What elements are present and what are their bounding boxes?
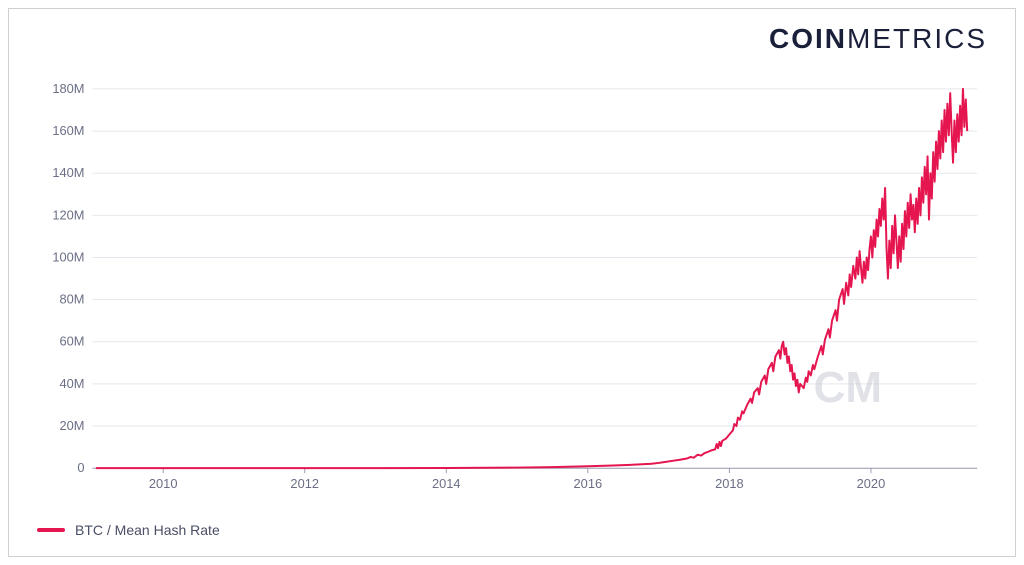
svg-text:100M: 100M [52, 249, 84, 264]
legend-label: BTC / Mean Hash Rate [75, 522, 220, 538]
brand-bold: COIN [769, 23, 847, 54]
svg-text:0: 0 [77, 460, 84, 475]
svg-text:80M: 80M [59, 292, 84, 307]
svg-text:2012: 2012 [290, 476, 319, 491]
hashrate-line-chart: 0 20M 40M 60M 80M 100M 120M 140M 160M 180M 2010 201… [37, 79, 987, 496]
brand-logo: COINMETRICS [769, 23, 987, 55]
svg-text:2018: 2018 [715, 476, 744, 491]
legend-swatch [37, 528, 65, 532]
svg-text:180M: 180M [52, 81, 84, 96]
svg-text:140M: 140M [52, 165, 84, 180]
chart-frame: COINMETRICS 0 20M 40M 60M 80M 100M 120M 140M 160… [8, 8, 1016, 557]
svg-text:2014: 2014 [432, 476, 461, 491]
svg-text:160M: 160M [52, 123, 84, 138]
svg-text:120M: 120M [52, 207, 84, 222]
svg-text:40M: 40M [59, 376, 84, 391]
brand-light: METRICS [847, 23, 987, 54]
svg-text:2016: 2016 [574, 476, 603, 491]
svg-text:20M: 20M [59, 418, 84, 433]
legend: BTC / Mean Hash Rate [37, 522, 220, 538]
svg-text:60M: 60M [59, 334, 84, 349]
svg-text:2020: 2020 [857, 476, 886, 491]
svg-text:2010: 2010 [149, 476, 178, 491]
chart-area: 0 20M 40M 60M 80M 100M 120M 140M 160M 180M 2010 201… [37, 79, 987, 496]
